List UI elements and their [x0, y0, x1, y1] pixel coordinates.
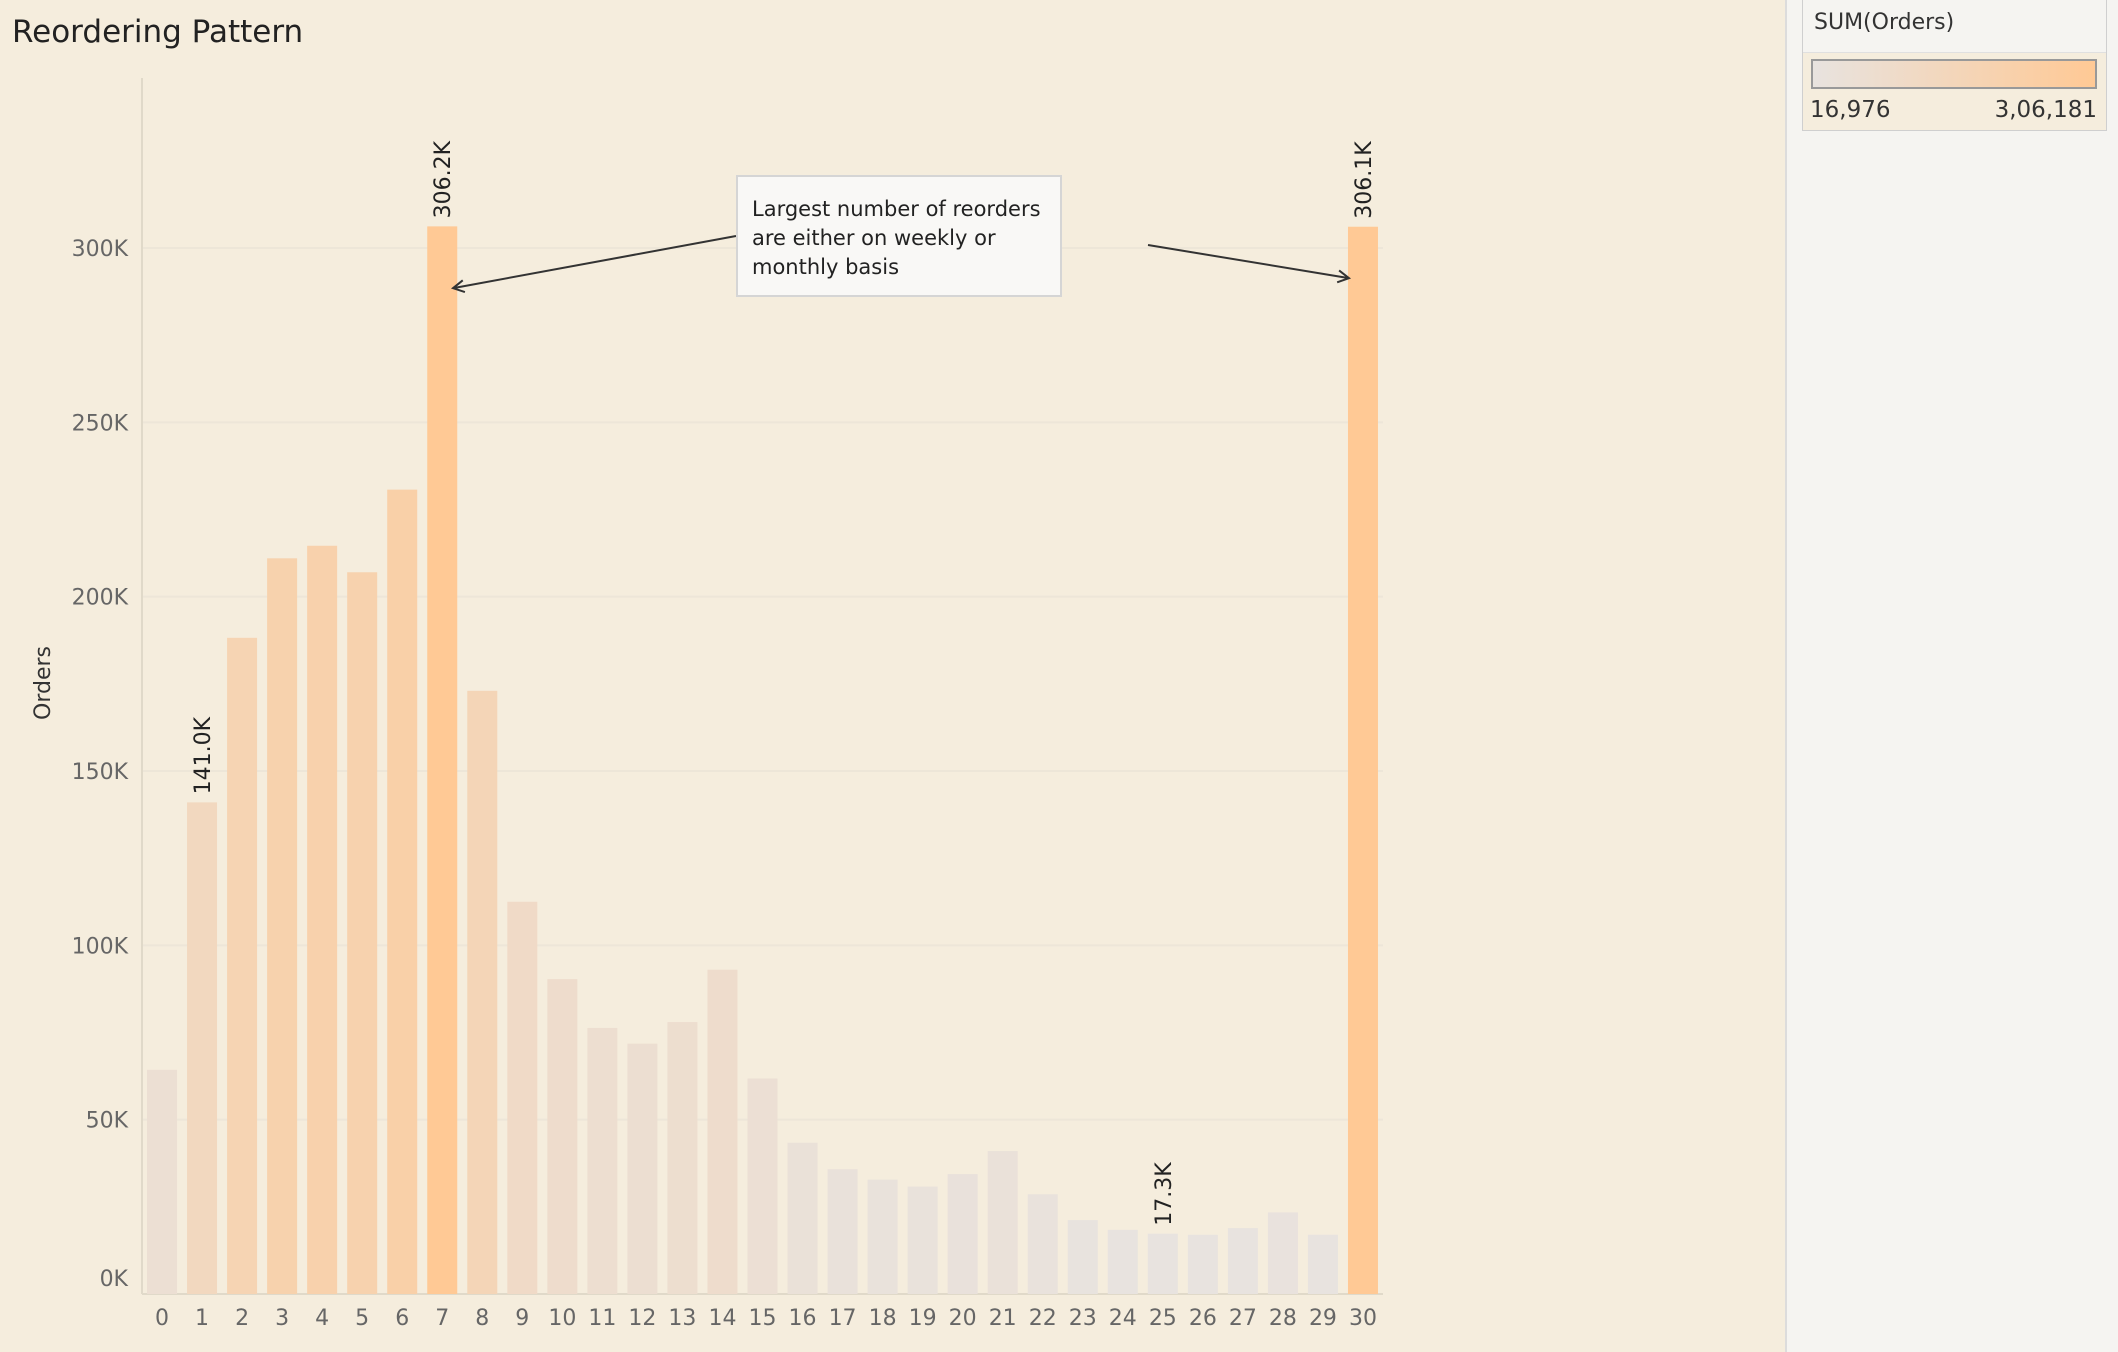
x-tick-label: 22 — [1029, 1306, 1057, 1331]
y-tick-label: 50K — [86, 1109, 129, 1134]
x-tick-label: 12 — [628, 1306, 656, 1331]
legend-header: SUM(Orders) — [1803, 0, 2106, 53]
bar-day-7[interactable] — [427, 226, 458, 1294]
bar-day-22[interactable] — [1027, 1194, 1058, 1294]
y-tick-label: 250K — [72, 411, 129, 436]
bar-day-29[interactable] — [1307, 1234, 1338, 1294]
bar-day-18[interactable] — [867, 1179, 898, 1294]
x-tick-labels: 0 1 2 3 4 5 6 7 8 9 10 11 12 13 14 15 16 17 18 19 20 21 22 23 24… — [155, 1306, 1377, 1331]
bar-day-3[interactable] — [267, 558, 298, 1294]
x-tick-label: 11 — [588, 1306, 616, 1331]
data-label: 306.2K — [431, 140, 456, 218]
arrow-to-day-7 — [454, 235, 737, 288]
data-label: 17.3K — [1152, 1162, 1177, 1226]
arrow-to-day-30 — [1147, 244, 1348, 278]
bar-day-13[interactable] — [667, 1022, 698, 1294]
x-tick-label: 26 — [1189, 1306, 1217, 1331]
bar-day-15[interactable] — [747, 1078, 778, 1294]
bar-day-11[interactable] — [587, 1027, 618, 1294]
y-tick-label: 300K — [72, 237, 129, 262]
bar-day-9[interactable] — [507, 901, 538, 1294]
y-tick-labels: 0K 50K 100K 150K 200K 250K 300K — [72, 237, 129, 1292]
x-tick-label: 5 — [355, 1306, 369, 1331]
bars[interactable] — [147, 226, 1378, 1295]
bar-day-23[interactable] — [1067, 1220, 1098, 1294]
legend-title: SUM(Orders) — [1814, 10, 1955, 35]
data-labels: 141.0K 306.2K 17.3K 306.1K — [191, 140, 1377, 1225]
x-tick-label: 18 — [869, 1306, 897, 1331]
y-tick-label: 0K — [100, 1267, 129, 1292]
x-tick-label: 16 — [789, 1306, 817, 1331]
x-tick-label: 4 — [315, 1306, 329, 1331]
x-tick-label: 19 — [909, 1306, 937, 1331]
legend-color-ramp — [1811, 59, 2097, 89]
x-tick-label: 1 — [195, 1306, 209, 1331]
bar-day-26[interactable] — [1187, 1234, 1218, 1294]
bar-day-6[interactable] — [387, 489, 418, 1295]
x-tick-label: 9 — [515, 1306, 529, 1331]
legend-min-label: 16,976 — [1810, 97, 1891, 123]
bar-day-21[interactable] — [987, 1151, 1018, 1294]
x-tick-label: 28 — [1269, 1306, 1297, 1331]
annotation-box[interactable]: Largest number of reorders are either on… — [736, 175, 1062, 297]
bar-day-27[interactable] — [1227, 1228, 1258, 1294]
bar-day-5[interactable] — [347, 572, 378, 1294]
bar-day-30[interactable] — [1347, 226, 1378, 1295]
y-tick-label: 200K — [72, 586, 129, 611]
color-legend[interactable]: SUM(Orders) 16,976 3,06,181 — [1802, 0, 2107, 131]
data-label: 306.1K — [1352, 141, 1377, 219]
x-tick-label: 0 — [155, 1306, 169, 1331]
x-tick-label: 10 — [548, 1306, 576, 1331]
bar-day-16[interactable] — [787, 1142, 818, 1294]
bar-day-24[interactable] — [1107, 1229, 1138, 1294]
side-panel: SUM(Orders) 16,976 3,06,181 — [1785, 0, 2118, 1352]
x-tick-label: 6 — [395, 1306, 409, 1331]
bar-day-19[interactable] — [907, 1186, 938, 1294]
bar-day-12[interactable] — [627, 1043, 658, 1294]
x-tick-label: 30 — [1349, 1306, 1377, 1331]
bar-day-17[interactable] — [827, 1169, 858, 1294]
annotation-arrows — [454, 235, 1348, 288]
y-tick-label: 150K — [72, 760, 129, 785]
bar-day-28[interactable] — [1267, 1212, 1298, 1294]
data-label: 141.0K — [191, 716, 216, 794]
x-tick-label: 14 — [708, 1306, 736, 1331]
x-tick-label: 29 — [1309, 1306, 1337, 1331]
x-tick-label: 27 — [1229, 1306, 1257, 1331]
viz-area: Reordering Pattern 0K 50K 100K 150K 200K 250K… — [12, 14, 1383, 1331]
bar-day-14[interactable] — [707, 969, 738, 1294]
x-tick-label: 2 — [235, 1306, 249, 1331]
x-tick-label: 8 — [475, 1306, 489, 1331]
x-tick-label: 21 — [989, 1306, 1017, 1331]
x-tick-label: 23 — [1069, 1306, 1097, 1331]
bar-day-20[interactable] — [947, 1174, 978, 1294]
chart-title: Reordering Pattern — [12, 14, 304, 50]
x-tick-label: 20 — [949, 1306, 977, 1331]
bar-day-25[interactable] — [1147, 1233, 1178, 1294]
x-tick-label: 3 — [275, 1306, 289, 1331]
x-tick-label: 17 — [829, 1306, 857, 1331]
y-tick-label: 100K — [72, 934, 129, 959]
x-tick-label: 7 — [435, 1306, 449, 1331]
x-tick-label: 25 — [1149, 1306, 1177, 1331]
x-tick-label: 15 — [749, 1306, 777, 1331]
bar-day-10[interactable] — [547, 979, 578, 1294]
legend-max-label: 3,06,181 — [1994, 97, 2097, 123]
x-tick-label: 24 — [1109, 1306, 1137, 1331]
y-axis-label: Orders — [31, 646, 56, 720]
bar-day-4[interactable] — [307, 545, 338, 1294]
bar-day-0[interactable] — [147, 1069, 178, 1294]
bar-day-1[interactable] — [187, 802, 218, 1294]
bar-day-8[interactable] — [467, 690, 498, 1294]
x-tick-label: 13 — [668, 1306, 696, 1331]
bar-day-2[interactable] — [227, 637, 258, 1294]
